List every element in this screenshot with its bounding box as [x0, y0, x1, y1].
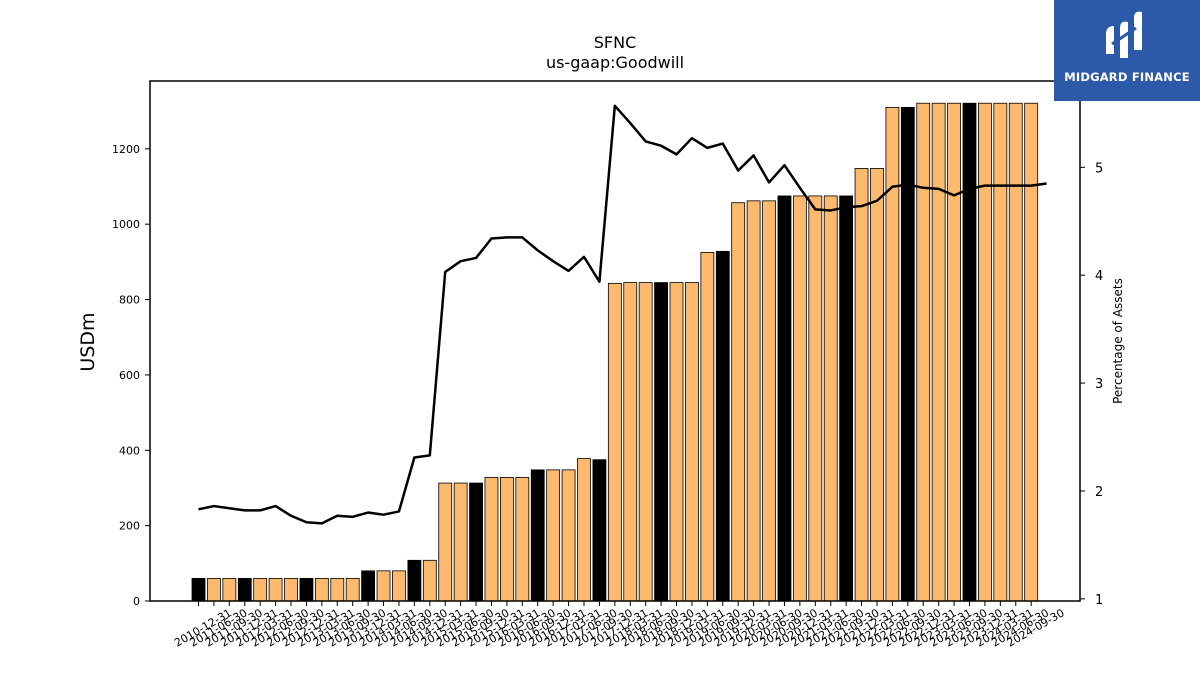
bar	[638, 282, 653, 602]
bar	[1024, 102, 1039, 602]
bar	[191, 577, 206, 602]
bar	[592, 459, 607, 602]
bar	[962, 102, 977, 602]
bar	[731, 202, 746, 602]
bar	[314, 577, 329, 602]
bar	[484, 477, 499, 602]
bar	[870, 168, 884, 602]
bar	[207, 577, 221, 602]
bar	[900, 106, 915, 602]
y2-tick-label: 3	[1095, 377, 1103, 392]
bar	[299, 577, 314, 602]
bar	[715, 250, 730, 602]
y-tick-label: 0	[133, 595, 140, 608]
bar	[654, 282, 668, 602]
bar	[345, 577, 360, 602]
bar	[515, 477, 530, 602]
bar	[931, 102, 946, 602]
bar	[392, 570, 406, 602]
bar	[453, 482, 468, 602]
bar	[685, 282, 699, 602]
bar	[561, 469, 576, 602]
bar	[1008, 102, 1023, 602]
bar	[700, 252, 715, 602]
line-series	[198, 104, 1047, 525]
bar	[530, 469, 545, 602]
y-tick-label: 800	[119, 294, 140, 307]
bar	[376, 570, 391, 602]
bar	[808, 195, 823, 602]
bar	[993, 102, 1008, 602]
bar	[885, 106, 900, 602]
y-axis-label: USDm	[77, 312, 99, 371]
bar	[438, 482, 453, 602]
bar	[237, 577, 252, 602]
bar	[916, 102, 931, 602]
bar	[777, 195, 792, 602]
bar	[607, 282, 622, 602]
bar	[978, 102, 992, 602]
y-tick-label: 400	[119, 444, 140, 457]
bar	[222, 577, 237, 602]
bar	[577, 458, 591, 602]
brand-logo: MIDGARD FINANCE	[1054, 0, 1200, 101]
bar	[762, 200, 776, 602]
bar	[792, 195, 807, 602]
chart-title: SFNC	[593, 33, 637, 52]
bar	[330, 577, 345, 602]
bar	[854, 168, 869, 602]
y-tick-label: 200	[119, 520, 140, 533]
logo-mark-icon	[1106, 11, 1142, 59]
bar	[947, 102, 961, 602]
bar	[823, 195, 838, 602]
bar	[284, 577, 298, 602]
logo-text: MIDGARD FINANCE	[1064, 70, 1190, 84]
bar-group	[191, 102, 1039, 602]
bar	[546, 469, 561, 602]
bar	[361, 570, 376, 602]
y2-tick-label: 2	[1095, 485, 1103, 500]
bar	[253, 577, 268, 602]
bar	[669, 282, 684, 602]
line-group	[198, 104, 1047, 525]
bar	[469, 482, 483, 602]
y-tick-label: 1000	[112, 218, 140, 231]
bar	[499, 477, 514, 602]
y2-axis-label: Percentage of Assets	[1111, 278, 1125, 404]
bar	[422, 559, 437, 602]
chart-subtitle: us-gaap:Goodwill	[545, 53, 685, 72]
y-tick-label: 1200	[112, 143, 140, 156]
bar	[623, 282, 638, 602]
bar	[746, 200, 761, 602]
y-tick-label: 600	[119, 369, 140, 382]
axes: 020040060080010001200123452010-12-312011…	[77, 80, 1125, 650]
bar	[407, 559, 422, 602]
bar	[839, 195, 854, 602]
bar	[268, 577, 283, 602]
y2-tick-label: 1	[1095, 593, 1103, 608]
y2-tick-label: 4	[1095, 269, 1103, 284]
y2-tick-label: 5	[1095, 161, 1103, 176]
